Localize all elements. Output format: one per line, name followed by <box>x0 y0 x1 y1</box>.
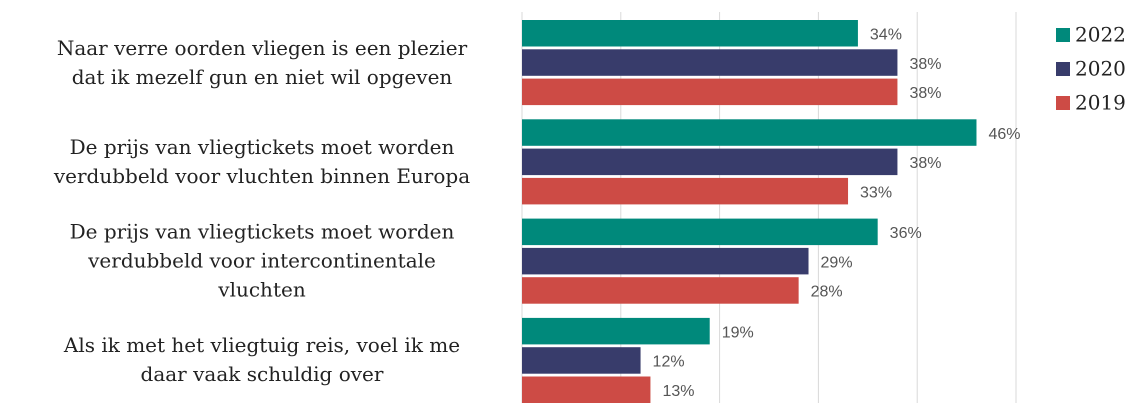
legend-swatch <box>1056 62 1070 76</box>
value-label: 46% <box>988 126 1020 143</box>
category-label: De prijs van vliegtickets moet worden ve… <box>69 219 455 302</box>
category-label: Naar verre oorden vliegen is een plezier… <box>56 35 468 89</box>
category-label: Als ik met het vliegtuig reis, voel ik m… <box>63 333 461 387</box>
legend-label: 2020 <box>1075 57 1126 81</box>
value-label: 13% <box>662 383 694 400</box>
value-label: 38% <box>909 155 941 172</box>
legend-label: 2019 <box>1075 91 1126 115</box>
bar <box>522 347 641 374</box>
bar <box>522 277 799 304</box>
bar <box>522 247 809 275</box>
bar <box>522 119 977 146</box>
bar <box>522 177 849 205</box>
bar <box>522 148 898 176</box>
value-label: 12% <box>653 354 685 371</box>
bar <box>522 317 710 345</box>
legend-label: 2022 <box>1075 23 1126 47</box>
category-label: De prijs van vliegtickets moet worden ve… <box>53 134 471 188</box>
value-label: 29% <box>821 254 853 271</box>
bar <box>522 376 651 403</box>
value-label: 33% <box>860 184 892 201</box>
value-label: 38% <box>909 56 941 73</box>
value-label: 34% <box>870 26 902 43</box>
legend-swatch <box>1056 28 1070 42</box>
value-label: 38% <box>909 85 941 102</box>
bar <box>522 49 898 76</box>
value-label: 28% <box>811 284 843 301</box>
value-label: 19% <box>722 324 754 341</box>
bar <box>522 78 898 106</box>
bar <box>522 218 878 246</box>
legend-swatch <box>1056 96 1070 110</box>
value-label: 36% <box>890 225 922 242</box>
bar <box>522 20 858 47</box>
